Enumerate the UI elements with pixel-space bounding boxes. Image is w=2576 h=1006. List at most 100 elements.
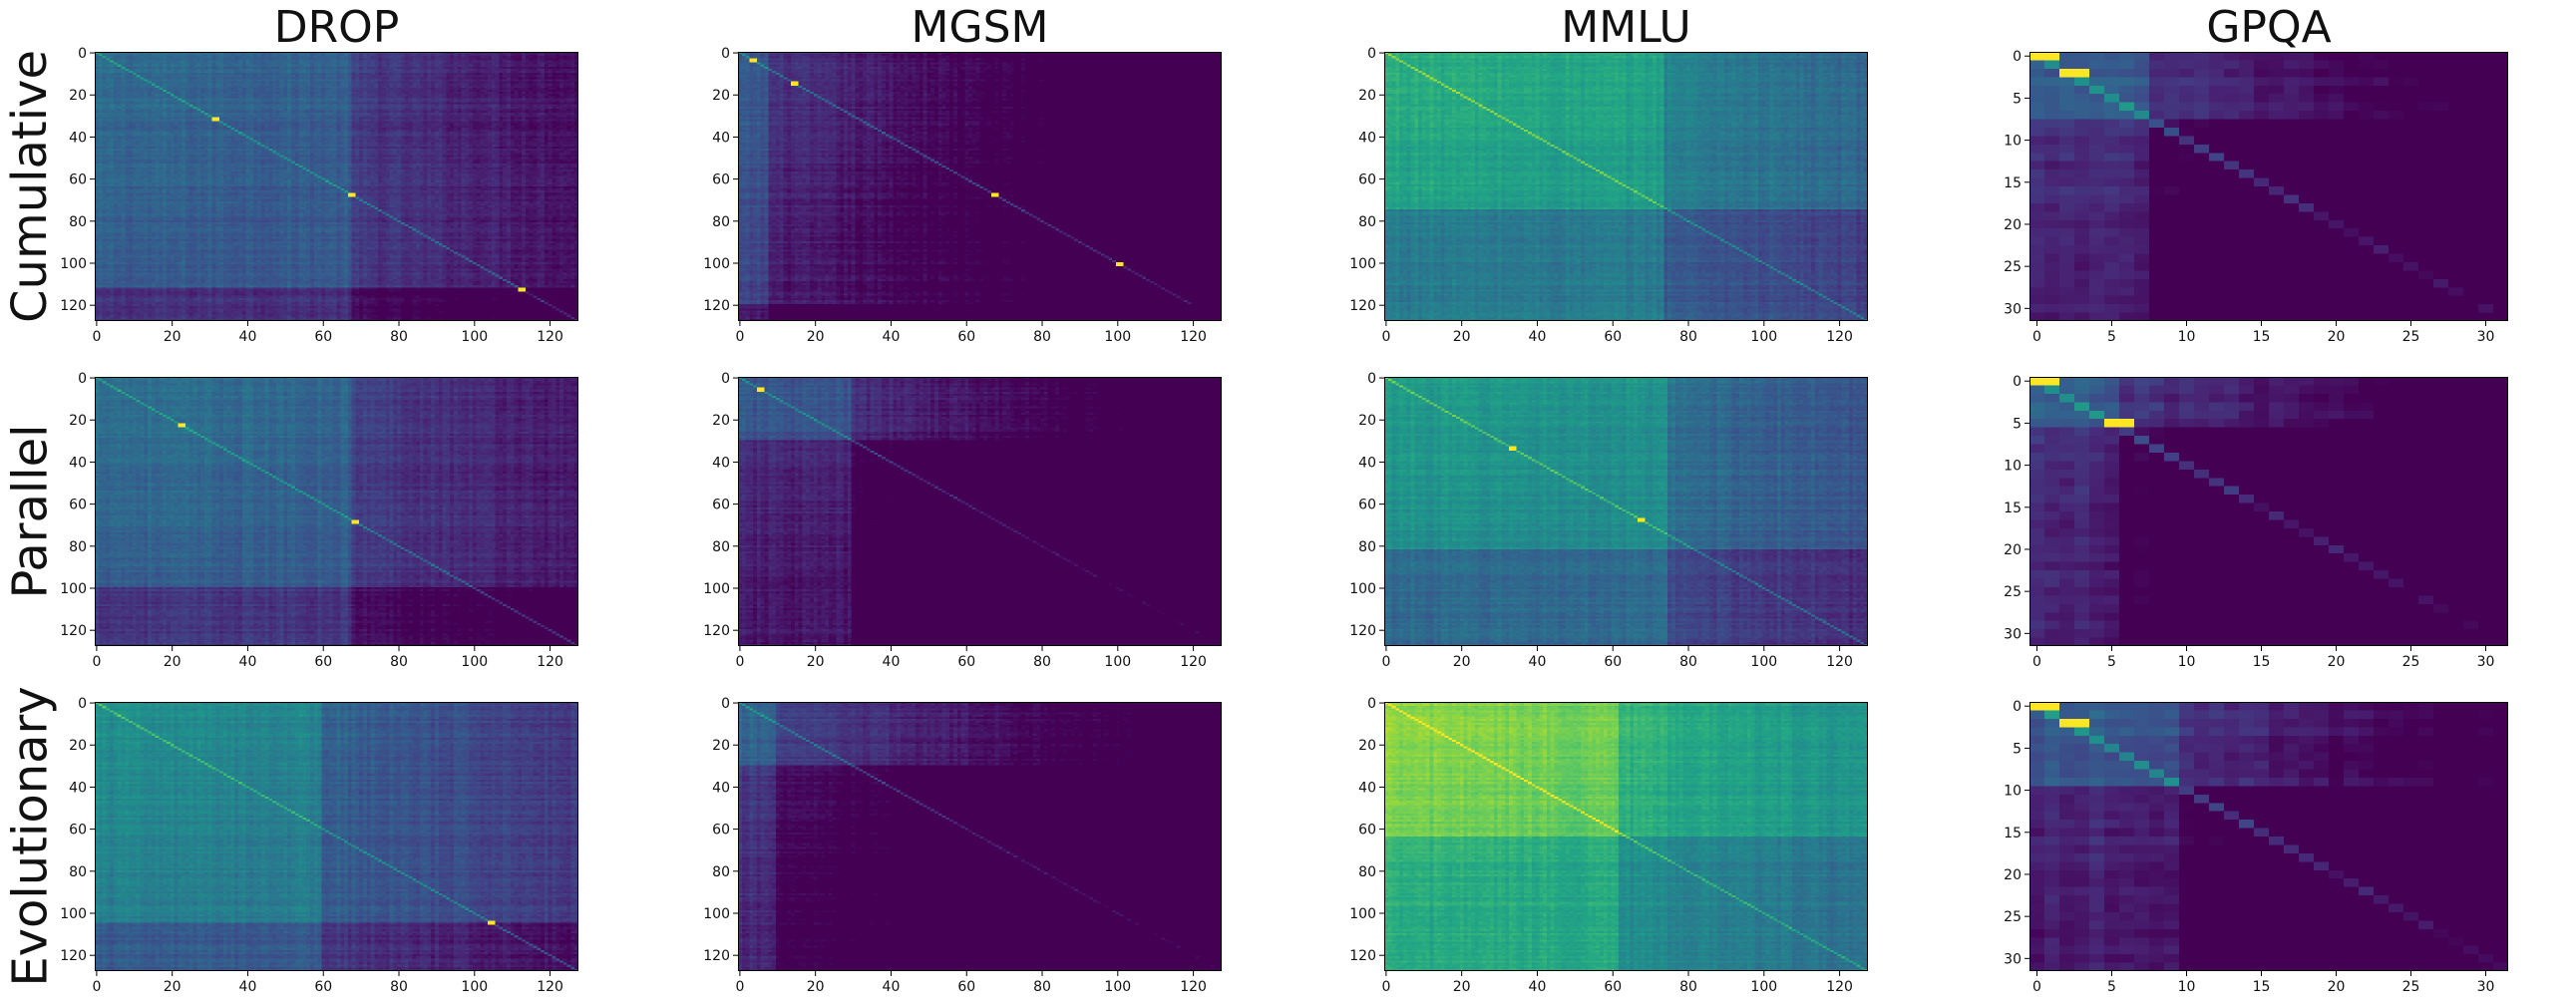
x-tick-label: 30 — [2477, 654, 2495, 670]
x-tick-label: 25 — [2402, 979, 2420, 995]
heatmap-axes: 0 20 40 60 80 100 120 0 20 40 60 80 100 120 — [1349, 696, 1868, 995]
x-tick-label: 120 — [1180, 654, 1207, 670]
x-tick-label: 40 — [883, 979, 901, 995]
plot-frame — [2029, 702, 2508, 971]
x-tick-label: 40 — [239, 329, 257, 345]
heatmap-cells — [95, 377, 578, 646]
y-tick-label: 10 — [2004, 134, 2022, 150]
x-tick-label: 15 — [2253, 654, 2271, 670]
x-tick-label: 25 — [2402, 329, 2420, 345]
y-tick-label: 0 — [721, 696, 730, 712]
heatmap-axes: 0 5 10 15 20 25 30 0 5 10 15 20 25 30 — [2004, 49, 2508, 345]
x-tick-label: 0 — [92, 979, 101, 995]
y-tick-label: 0 — [721, 46, 730, 62]
y-tick-label: 15 — [2004, 501, 2022, 516]
x-tick-label: 80 — [1679, 329, 1697, 345]
heatmap-evolutionary-gpqa: 0 5 10 15 20 25 30 0 5 10 15 20 25 30 — [2004, 699, 2508, 1001]
plot-frame — [95, 377, 578, 646]
x-tick-label: 0 — [1381, 654, 1390, 670]
y-tick-label: 100 — [1349, 256, 1376, 272]
y-tick-label: 120 — [703, 948, 730, 964]
y-tick-label: 20 — [69, 88, 87, 104]
x-tick-label: 20 — [1453, 329, 1471, 345]
x-tick-label: 80 — [1679, 654, 1697, 670]
y-tick-label: 40 — [1358, 455, 1376, 471]
heatmap-cells — [1384, 52, 1868, 321]
heatmap-axes: 0 20 40 60 80 100 120 0 20 40 60 80 100 120 — [703, 696, 1222, 995]
heatmap-cells — [95, 702, 578, 971]
y-tick-label: 20 — [1358, 413, 1376, 429]
x-tick-label: 0 — [2032, 329, 2041, 345]
y-tick-label: 100 — [60, 581, 87, 597]
x-tick-label: 100 — [1104, 979, 1131, 995]
heatmap-cells — [1384, 702, 1868, 971]
y-tick-label: 15 — [2004, 175, 2022, 191]
x-tick-label: 40 — [1529, 979, 1547, 995]
x-tick-label: 80 — [1033, 654, 1051, 670]
plot-frame — [1384, 52, 1868, 321]
y-tick-label: 60 — [1358, 823, 1376, 838]
y-tick-label: 0 — [721, 371, 730, 387]
x-tick-label: 60 — [314, 329, 332, 345]
x-tick-label: 100 — [1750, 329, 1777, 345]
y-tick-label: 30 — [2004, 951, 2022, 967]
x-tick-label: 20 — [2328, 654, 2346, 670]
x-tick-label: 60 — [314, 979, 332, 995]
heatmap-cells — [95, 52, 578, 321]
x-tick-label: 0 — [92, 329, 101, 345]
heatmap-cells — [2029, 702, 2508, 971]
x-tick-label: 100 — [461, 979, 488, 995]
heatmap-cells — [738, 52, 1222, 321]
heatmap-axes: 0 5 10 15 20 25 30 0 5 10 15 20 25 30 — [2004, 374, 2508, 670]
x-tick-label: 120 — [1180, 979, 1207, 995]
heatmap-cells — [738, 377, 1222, 646]
y-tick-label: 5 — [2013, 91, 2022, 107]
y-tick-label: 100 — [703, 581, 730, 597]
heatmap-cells — [738, 702, 1222, 971]
y-tick-label: 100 — [703, 256, 730, 272]
x-tick-label: 120 — [1826, 979, 1853, 995]
y-tick-label: 120 — [1349, 948, 1376, 964]
x-tick-label: 80 — [1679, 979, 1697, 995]
column-title-gpqa: GPQA — [2206, 2, 2332, 53]
y-tick-label: 120 — [1349, 623, 1376, 639]
plot-frame — [738, 52, 1222, 321]
y-tick-label: 80 — [69, 539, 87, 555]
x-tick-label: 120 — [537, 329, 563, 345]
y-tick-label: 30 — [2004, 301, 2022, 317]
heatmap-evolutionary-drop: 0 20 40 60 80 100 120 0 20 40 60 80 100 120 — [60, 696, 578, 1001]
heatmap-axes: 0 20 40 60 80 100 120 0 20 40 60 80 100 120 — [1349, 46, 1868, 345]
x-tick-label: 60 — [957, 979, 975, 995]
heatmap-axes: 0 20 40 60 80 100 120 0 20 40 60 80 100 120 — [60, 371, 578, 670]
y-tick-label: 0 — [1367, 696, 1376, 712]
row-label-parallel: Parallel — [1, 424, 58, 599]
y-tick-label: 100 — [60, 906, 87, 922]
x-tick-label: 80 — [390, 654, 408, 670]
x-tick-label: 30 — [2477, 979, 2495, 995]
x-tick-label: 100 — [461, 329, 488, 345]
y-tick-label: 120 — [60, 948, 87, 964]
y-tick-label: 80 — [1358, 214, 1376, 230]
y-tick-label: 120 — [60, 298, 87, 314]
heatmap-cumulative-gpqa: 0 5 10 15 20 25 30 0 5 10 15 20 25 30 — [2004, 49, 2508, 351]
y-tick-label: 25 — [2004, 259, 2022, 275]
y-tick-label: 20 — [69, 738, 87, 754]
y-tick-label: 60 — [712, 498, 730, 513]
y-tick-label: 20 — [1358, 738, 1376, 754]
heatmap-parallel-gpqa: 0 5 10 15 20 25 30 0 5 10 15 20 25 30 — [2004, 374, 2508, 676]
x-tick-label: 80 — [390, 329, 408, 345]
y-tick-label: 80 — [69, 864, 87, 880]
y-tick-label: 60 — [1358, 498, 1376, 513]
y-tick-label: 5 — [2013, 416, 2022, 432]
y-tick-label: 80 — [69, 214, 87, 230]
y-tick-label: 10 — [2004, 459, 2022, 475]
x-tick-label: 100 — [1750, 979, 1777, 995]
y-tick-label: 20 — [2004, 542, 2022, 558]
y-tick-label: 20 — [2004, 217, 2022, 233]
x-tick-label: 100 — [461, 654, 488, 670]
y-tick-label: 20 — [712, 738, 730, 754]
plot-frame — [2029, 377, 2508, 646]
y-tick-label: 80 — [712, 539, 730, 555]
x-tick-label: 20 — [1453, 979, 1471, 995]
heatmap-cells — [1384, 377, 1868, 646]
